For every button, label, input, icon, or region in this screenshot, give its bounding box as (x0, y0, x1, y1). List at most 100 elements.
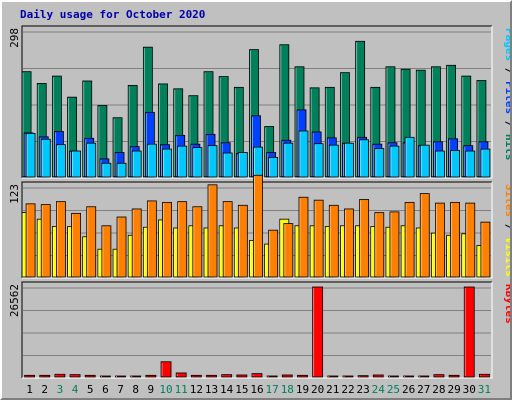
bottom-plot-area (22, 282, 492, 378)
middle-bar-sites-12 (192, 206, 203, 278)
top-bar-pages-23 (359, 139, 370, 178)
top-bar-pages-12 (192, 147, 203, 178)
x-tick-label-6: 6 (102, 383, 109, 396)
top-bar-pages-21 (328, 144, 339, 178)
x-tick-label-20: 20 (311, 383, 324, 396)
x-tick-label-1: 1 (26, 383, 33, 396)
top-bar-pages-14 (222, 152, 233, 178)
bottom-bar-kbytes-24 (372, 374, 384, 378)
middle-bar-sites-16 (253, 174, 263, 278)
bottom-bar-kbytes-31 (479, 373, 490, 378)
x-tick-label-10: 10 (159, 383, 172, 396)
top-bar-pages-7 (116, 162, 127, 178)
middle-bar-sites-4 (71, 212, 81, 278)
bottom-bar-kbytes-9 (145, 374, 157, 378)
bottom-series-kbytes (24, 286, 490, 378)
middle-bar-sites-27 (419, 193, 430, 278)
x-tick-label-30: 30 (463, 383, 476, 396)
x-tick-label-5: 5 (87, 383, 94, 396)
top-bar-pages-22 (344, 142, 354, 178)
chart-title: Daily usage for October 2020 (20, 8, 205, 21)
bottom-bar-kbytes-21 (327, 375, 339, 378)
bottom-bar-kbytes-18 (281, 374, 293, 378)
middle-bar-sites-7 (116, 216, 127, 278)
middle-bar-sites-30 (465, 202, 476, 278)
bottom-bar-kbytes-16 (251, 373, 263, 378)
top-legend-item: / (503, 61, 510, 81)
bottom-border-light (22, 282, 493, 379)
bottom-bar-kbytes-12 (190, 374, 202, 378)
middle-legend-item: Sites (503, 184, 510, 217)
middle-bar-sites-6 (101, 225, 112, 278)
top-bar-pages-5 (86, 142, 97, 178)
bottom-bar-kbytes-17 (266, 375, 278, 378)
middle-max-label: 123 (8, 184, 21, 204)
middle-bar-sites-14 (222, 201, 233, 278)
x-tick-label-2: 2 (41, 383, 48, 396)
middle-border-light (22, 182, 493, 279)
middle-bar-sites-9 (146, 200, 157, 278)
middle-bar-sites-17 (268, 229, 279, 278)
middle-series-sites (25, 174, 491, 278)
middle-bar-sites-11 (177, 201, 188, 278)
top-bar-pages-30 (465, 150, 476, 178)
top-bar-pages-9 (146, 143, 157, 178)
bottom-bar-kbytes-7 (115, 375, 126, 378)
top-bar-pages-17 (268, 157, 279, 178)
bottom-bar-kbytes-20 (312, 286, 324, 378)
bottom-legend: KBytes (503, 284, 510, 324)
top-legend-item: Hits (503, 134, 510, 161)
bottom-bar-kbytes-13 (206, 374, 217, 378)
bottom-bar-kbytes-19 (297, 374, 308, 378)
middle-bar-sites-15 (237, 204, 248, 278)
middle-bar-sites-8 (131, 208, 142, 278)
top-series-pages (25, 130, 491, 178)
x-tick-label-13: 13 (205, 383, 218, 396)
middle-bar-sites-1 (25, 203, 36, 278)
middle-bar-sites-21 (328, 204, 339, 278)
top-bar-pages-26 (404, 136, 415, 178)
x-tick-label-15: 15 (235, 383, 248, 396)
top-bar-pages-15 (237, 152, 248, 178)
middle-bar-sites-13 (207, 184, 218, 278)
x-tick-label-31: 31 (478, 383, 491, 396)
top-max-label: 298 (8, 28, 21, 48)
x-tick-label-11: 11 (175, 383, 188, 396)
x-tick-label-29: 29 (447, 383, 460, 396)
x-tick-label-27: 27 (417, 383, 430, 396)
bottom-bar-kbytes-23 (357, 375, 369, 378)
top-bar-pages-24 (374, 148, 385, 178)
x-tick-label-24: 24 (372, 383, 386, 396)
bottom-bar-kbytes-25 (388, 375, 399, 378)
top-legend-item: Files (503, 81, 510, 114)
bottom-bar-kbytes-29 (448, 374, 460, 378)
middle-bar-sites-10 (162, 201, 172, 278)
middle-bar-sites-3 (56, 201, 66, 278)
top-legend: Pages / Files / Hits (503, 28, 510, 161)
top-border-light (22, 26, 493, 179)
bottom-bar-kbytes-1 (24, 374, 35, 378)
top-legend-item: Pages (503, 28, 510, 61)
top-bar-pages-31 (480, 148, 491, 178)
middle-bar-sites-22 (344, 208, 354, 278)
bottom-bar-kbytes-27 (418, 375, 430, 378)
bottom-bar-kbytes-28 (433, 374, 445, 378)
x-tick-label-19: 19 (296, 383, 309, 396)
middle-panel: 123 Sites / Visits (8, 174, 510, 279)
x-tick-label-26: 26 (402, 383, 415, 396)
bottom-bar-kbytes-14 (221, 374, 233, 378)
x-tick-label-17: 17 (266, 383, 279, 396)
middle-bar-sites-5 (86, 206, 97, 278)
middle-bar-sites-28 (435, 202, 445, 278)
middle-bar-sites-26 (404, 201, 415, 278)
x-tick-label-7: 7 (117, 383, 124, 396)
bottom-bar-kbytes-22 (342, 375, 354, 378)
x-tick-label-4: 4 (72, 383, 79, 396)
middle-bar-sites-18 (283, 223, 294, 278)
top-bar-pages-8 (131, 150, 142, 178)
middle-bar-sites-20 (313, 199, 324, 278)
bottom-bar-kbytes-30 (463, 286, 475, 378)
top-bar-pages-2 (40, 138, 51, 178)
x-tick-label-21: 21 (326, 383, 339, 396)
